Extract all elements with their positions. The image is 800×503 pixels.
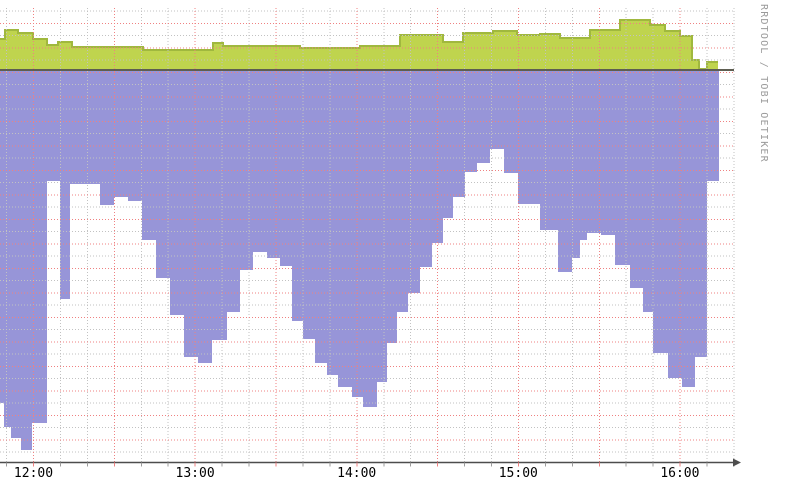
green-band-line (0, 19, 718, 70)
green-band-area (0, 20, 718, 70)
x-axis-label: 12:00 (13, 466, 54, 481)
x-axis-label: 13:00 (175, 466, 215, 481)
x-axis-label: 15:00 (498, 466, 538, 481)
x-axis-label: 14:00 (337, 466, 377, 481)
purple-area-area (0, 70, 719, 450)
x-axis-label: 16:00 (660, 466, 700, 481)
rrdtool-watermark: RRDTOOL / TOBI OETIKER (758, 4, 769, 163)
x-axis-arrow (733, 458, 741, 467)
